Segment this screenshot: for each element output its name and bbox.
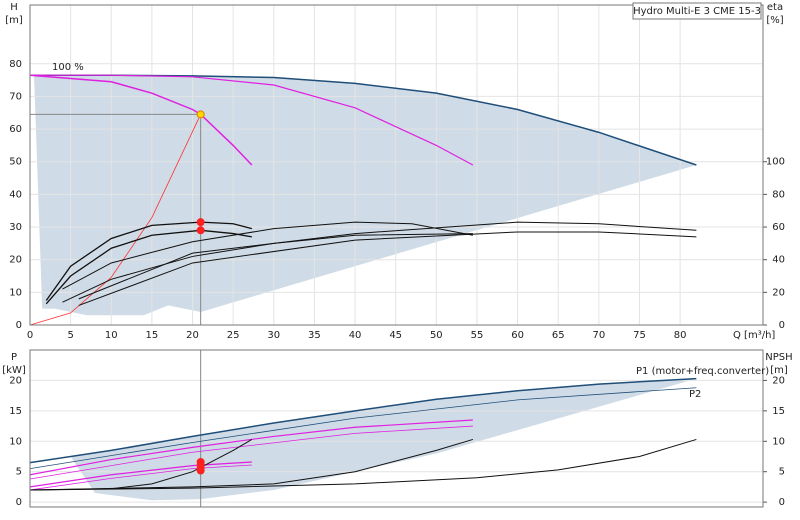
plot [30, 5, 763, 325]
y2-tick-label: 100 [766, 157, 785, 168]
curve [30, 419, 473, 476]
y-tick-label: 0 [16, 497, 22, 508]
series-label: P1 (motor+freq.converter) [636, 366, 769, 377]
y-tick-label: 50 [9, 157, 22, 168]
curve [30, 74, 253, 166]
y2-tick-label: 20 [772, 375, 785, 386]
curve [45, 221, 253, 301]
x-tick-label: 50 [430, 330, 443, 341]
marker [196, 466, 205, 475]
y-tick-label: 80 [9, 59, 22, 70]
x-tick-label: 45 [389, 330, 402, 341]
x-tick-label: 10 [105, 330, 118, 341]
curve [30, 438, 474, 491]
operating-area [30, 75, 697, 316]
curve [30, 439, 253, 491]
y-axis-unit: [m] [5, 15, 23, 26]
y2-tick-label: 0 [779, 320, 785, 331]
y-axis-label: P [11, 352, 17, 363]
curve [30, 464, 252, 491]
y-tick-label: 60 [9, 124, 22, 135]
curve [62, 233, 473, 303]
y-tick-label: 5 [16, 467, 22, 478]
y-tick-label: 20 [9, 255, 22, 266]
x-tick-label: 80 [674, 330, 687, 341]
chart-title: Hydro Multi-E 3 CME 15-3 [633, 6, 761, 17]
y-tick-label: 30 [9, 222, 22, 233]
x-tick-label: 25 [227, 330, 240, 341]
marker [196, 218, 205, 227]
x-tick-label: 65 [552, 330, 565, 341]
y-tick-label: 10 [9, 287, 22, 298]
y2-tick-label: 15 [772, 406, 785, 417]
y2-tick-label: 5 [779, 467, 785, 478]
y2-axis-unit: [m] [770, 365, 788, 376]
curve [78, 231, 697, 306]
plot-frame [29, 4, 764, 326]
y2-tick-label: 0 [779, 497, 785, 508]
annotation: 100 % [52, 62, 84, 73]
curve [30, 387, 697, 470]
y-tick-label: 40 [9, 189, 22, 200]
curve [30, 377, 697, 464]
y2-axis-label: eta [767, 2, 783, 13]
y2-tick-label: 10 [772, 436, 785, 447]
y2-tick-label: 80 [772, 189, 785, 200]
curve [30, 114, 202, 325]
curve [78, 221, 697, 300]
y-axis-label: H [10, 2, 18, 13]
y-tick-label: 20 [9, 375, 22, 386]
x-tick-label: 20 [186, 330, 199, 341]
x-tick-label: 15 [146, 330, 159, 341]
marker [196, 226, 205, 235]
title-box [632, 2, 762, 20]
x-tick-label: 55 [471, 330, 484, 341]
curve [30, 461, 252, 488]
x-tick-label: 35 [308, 330, 321, 341]
curve [30, 74, 474, 166]
curve [30, 425, 473, 480]
y-tick-label: 10 [9, 436, 22, 447]
y-tick-label: 70 [9, 91, 22, 102]
curve [62, 221, 473, 290]
x-tick-label: 60 [511, 330, 524, 341]
y2-tick-label: 40 [772, 255, 785, 266]
x-tick-label: 75 [633, 330, 646, 341]
marker [196, 110, 205, 119]
x-tick-label: 5 [67, 330, 73, 341]
curve [30, 438, 697, 491]
y-axis-unit: [kW] [2, 365, 26, 376]
x-tick-label: 40 [349, 330, 362, 341]
y-tick-label: 0 [16, 320, 22, 331]
x-tick-label: 70 [592, 330, 605, 341]
operating-area [70, 378, 697, 501]
y-tick-label: 15 [9, 406, 22, 417]
y2-tick-label: 20 [772, 287, 785, 298]
plot-frame [29, 349, 764, 508]
x-tick-label: 0 [27, 330, 33, 341]
x-axis-label: Q [m³/h] [733, 330, 775, 341]
y2-tick-label: 60 [772, 222, 785, 233]
y2-axis-label: NPSH [765, 352, 792, 363]
y2-axis-unit: [%] [766, 15, 783, 26]
x-tick-label: 30 [267, 330, 280, 341]
plot [30, 350, 763, 507]
series-label: P2 [689, 389, 701, 400]
curve [45, 229, 252, 305]
